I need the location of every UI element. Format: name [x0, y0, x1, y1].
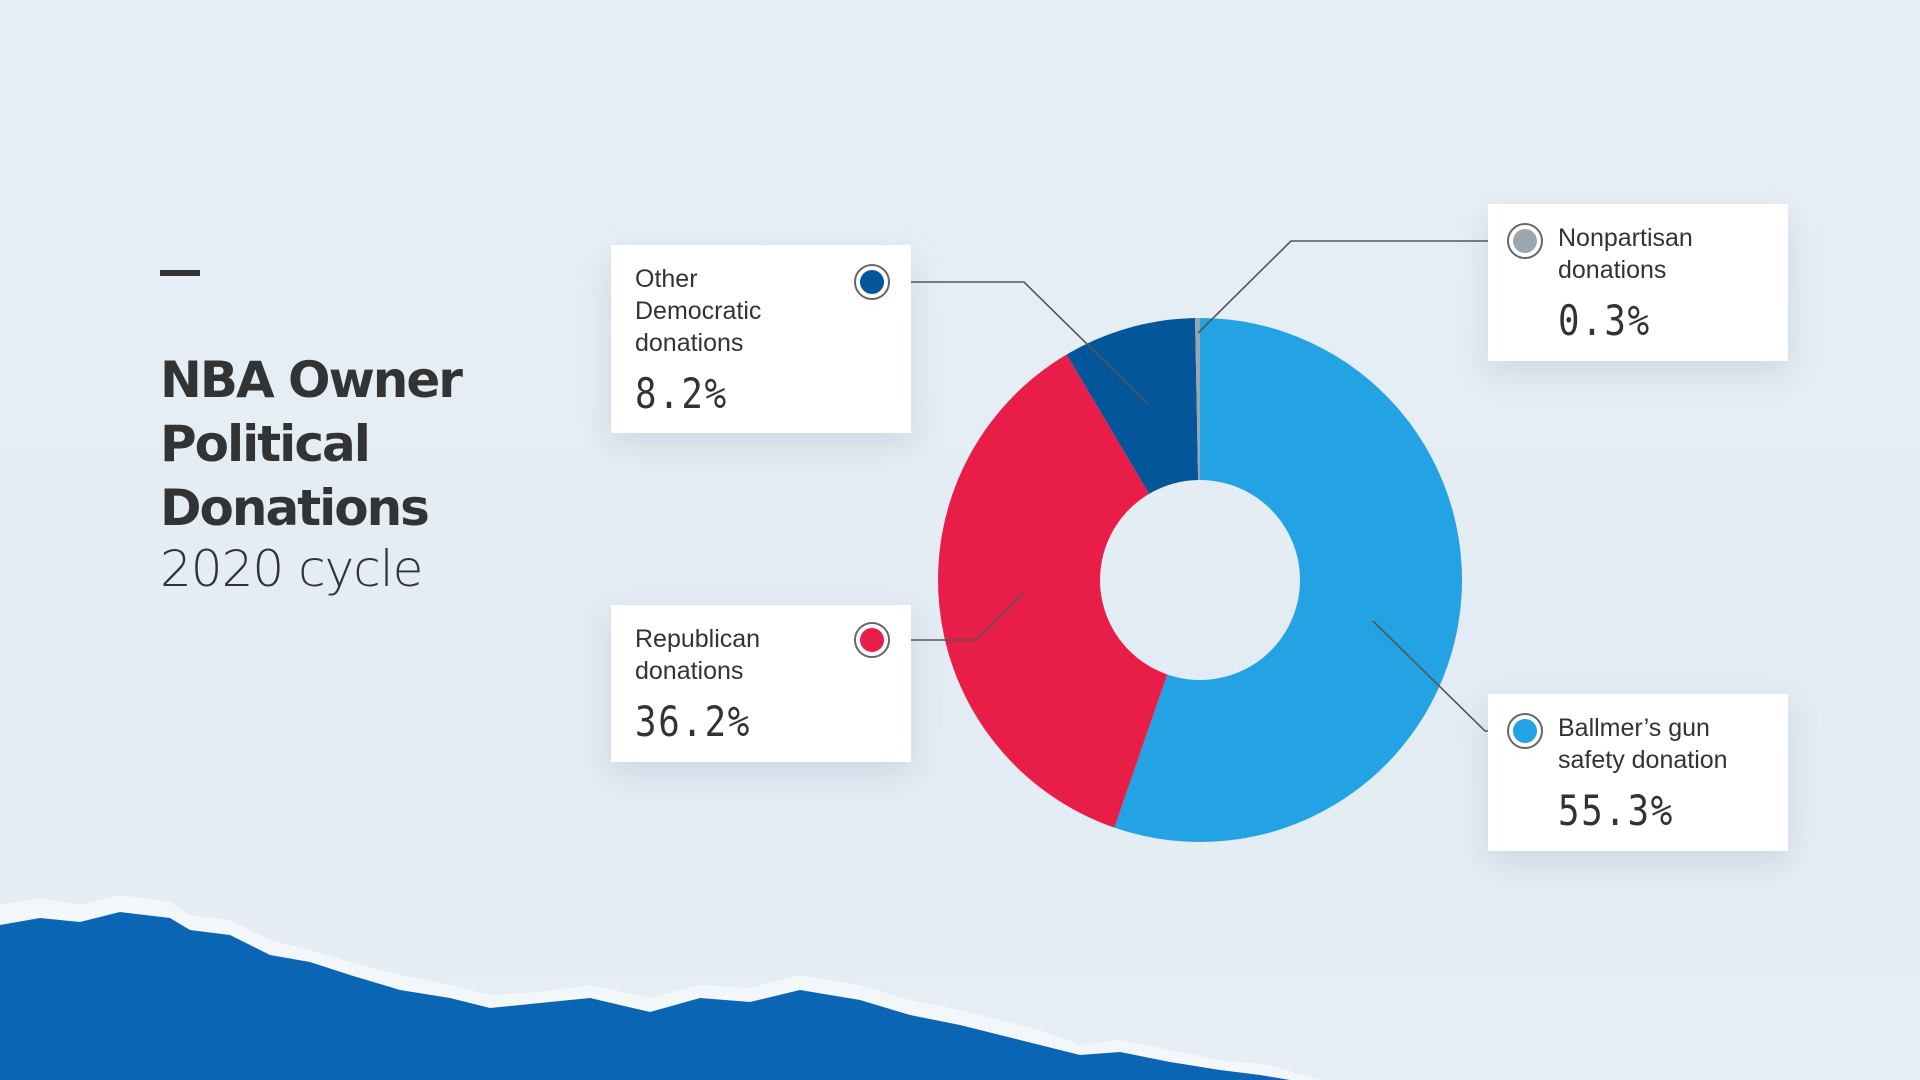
- slice-label: Republican donations: [635, 625, 761, 685]
- torn-paper: [0, 912, 1290, 1080]
- donut-slice-0: [1114, 318, 1463, 842]
- label-card-nonpartisan: Nonpartisan donations 0.3%: [1488, 204, 1788, 361]
- title-line: NBA Owner: [160, 351, 463, 409]
- slice-label: Other Democratic donations: [635, 265, 762, 357]
- title-line: Donations: [160, 479, 430, 537]
- chart-title: NBA Owner Political Donations: [160, 348, 463, 540]
- label-card-ballmer: Ballmer’s gun safety donation 55.3%: [1488, 694, 1788, 851]
- title-dash: [160, 270, 200, 276]
- slice-label: Nonpartisan donations: [1558, 224, 1693, 284]
- title-line: Political: [160, 415, 371, 473]
- slice-label: Ballmer’s gun safety donation: [1558, 714, 1728, 774]
- donut-slice-2: [1066, 318, 1199, 494]
- slice-percent: 36.2%: [635, 697, 751, 746]
- donut-slice-3: [1195, 318, 1200, 481]
- donut-slices: [938, 318, 1463, 842]
- label-card-other-democratic: Other Democratic donations 8.2%: [611, 245, 911, 433]
- label-card-republican: Republican donations 36.2%: [611, 605, 911, 762]
- donut-slice-1: [938, 354, 1168, 828]
- slice-percent: 55.3%: [1558, 786, 1674, 835]
- leader-line-other-democratic: [872, 281, 1150, 406]
- slice-percent: 0.3%: [1558, 296, 1651, 345]
- slice-percent: 8.2%: [635, 369, 728, 418]
- leader-line-nonpartisan: [1197, 240, 1525, 334]
- chart-subtitle: 2020 cycle: [160, 540, 423, 598]
